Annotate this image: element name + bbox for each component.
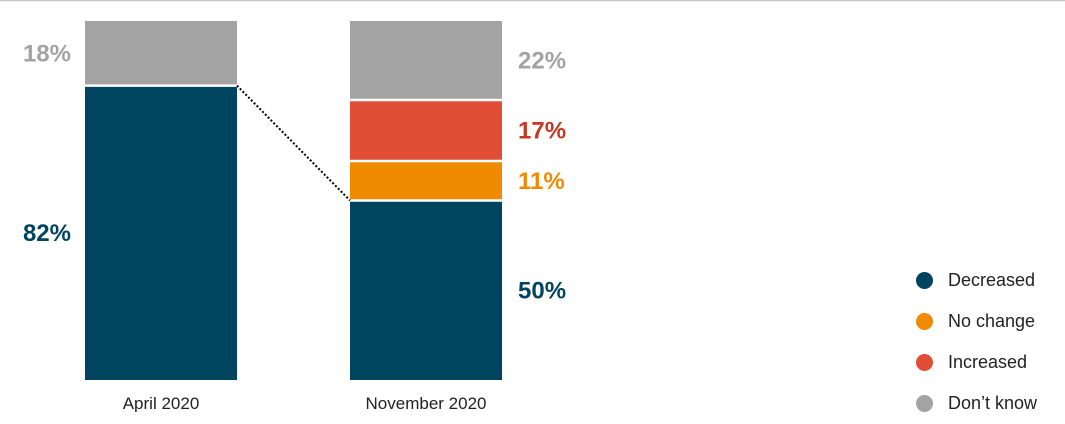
data-label: 82% (23, 220, 71, 247)
connector-line (236, 84, 351, 202)
chart-canvas: 82% 18% April 2020 50% 11% 17% 22% November 202… (0, 0, 1065, 412)
legend-label: Increased (948, 352, 1028, 372)
bar-segment-don-t-know-november-2020 (350, 21, 502, 100)
legend-swatch-increased (916, 354, 933, 371)
category-label: April 2020 (123, 394, 200, 412)
legend-item-no-change: No change (916, 301, 1065, 342)
legend-swatch-dont-know (916, 395, 933, 412)
data-label: 22% (518, 47, 566, 74)
stacked-bar-chart: 82% 18% April 2020 50% 11% 17% 22% November 202… (0, 0, 1065, 413)
bar-segment-no-change-november-2020 (350, 161, 502, 201)
legend-item-increased: Increased (916, 342, 1065, 383)
legend-item-decreased: Decreased (916, 260, 1065, 301)
bar-segment-don-t-know-april-2020 (85, 21, 237, 86)
category-label: November 2020 (366, 394, 487, 412)
chart-legend: Decreased No change Increased Don’t know (916, 260, 1065, 424)
data-label: 17% (518, 117, 566, 144)
data-label: 18% (23, 40, 71, 67)
bar-segment-decreased-november-2020 (350, 200, 502, 380)
data-label: 50% (518, 277, 566, 304)
legend-label: Decreased (948, 270, 1036, 290)
data-label: 11% (518, 168, 565, 195)
legend-label: Don’t know (948, 393, 1038, 413)
bar-segment-increased-november-2020 (350, 99, 502, 162)
legend-label: No change (948, 311, 1036, 331)
legend-swatch-decreased (916, 272, 933, 289)
legend-item-dont-know: Don’t know (916, 383, 1065, 424)
legend-swatch-no-change (916, 313, 933, 330)
bar-segment-decreased-april-2020 (85, 85, 237, 381)
